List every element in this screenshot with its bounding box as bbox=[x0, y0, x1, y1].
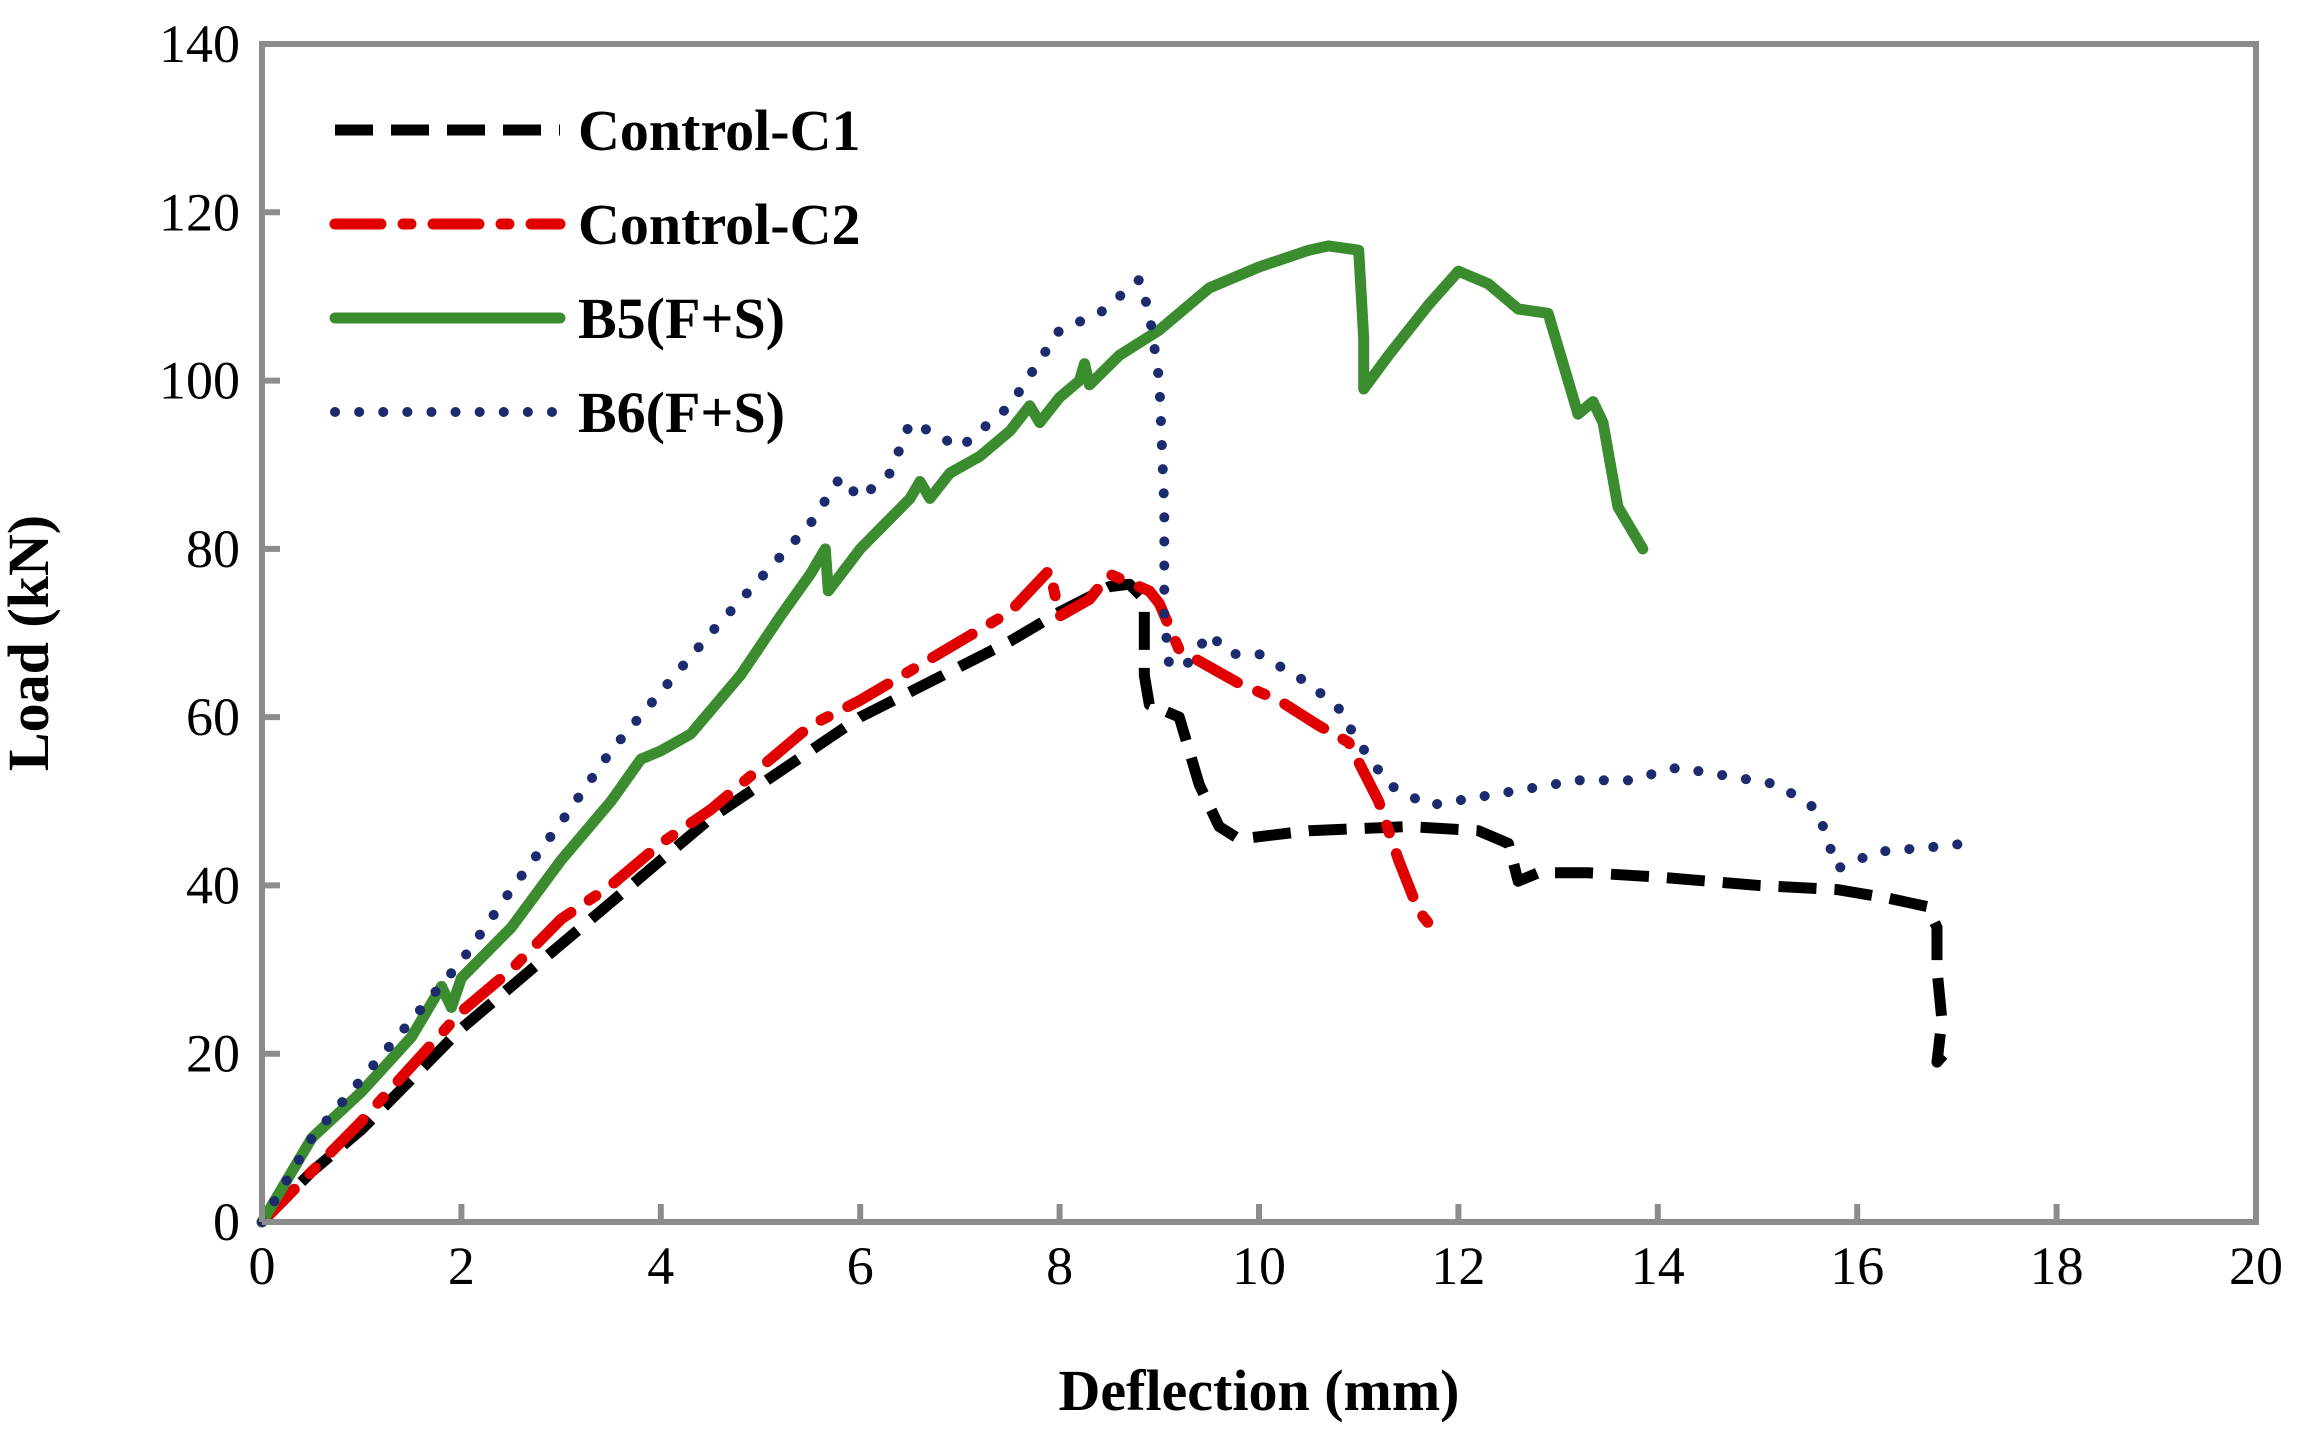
x-tick-label: 12 bbox=[1431, 1236, 1485, 1296]
legend-label: Control-C1 bbox=[578, 98, 860, 163]
y-tick-label: 20 bbox=[186, 1024, 240, 1084]
series-line-b6-f-s bbox=[257, 274, 1972, 1227]
x-tick-label: 18 bbox=[2030, 1236, 2084, 1296]
y-tick-label: 40 bbox=[186, 855, 240, 915]
x-tick-label: 10 bbox=[1232, 1236, 1286, 1296]
y-tick-label: 80 bbox=[186, 519, 240, 579]
x-tick-label: 16 bbox=[1830, 1236, 1884, 1296]
series-line-control-c2 bbox=[256, 564, 1444, 1228]
legend-label: B5(F+S) bbox=[578, 286, 785, 351]
series-lines bbox=[256, 240, 1972, 1228]
x-tick-label: 2 bbox=[448, 1236, 475, 1296]
y-tick-label: 60 bbox=[186, 687, 240, 747]
x-tick-label: 4 bbox=[647, 1236, 674, 1296]
legend: Control-C1 Control-C2 B5(F+S) B6(F+S) bbox=[329, 98, 860, 445]
y-tick-label: 0 bbox=[213, 1192, 240, 1252]
x-tick-label: 0 bbox=[249, 1236, 276, 1296]
y-tick-label: 120 bbox=[159, 182, 240, 242]
y-axis-title: Load (kN) bbox=[0, 515, 61, 771]
x-axis-title: Deflection (mm) bbox=[1059, 1358, 1460, 1423]
legend-label: B6(F+S) bbox=[578, 380, 785, 445]
series-line-b5-f-s bbox=[256, 240, 1649, 1228]
series-line-control-c1 bbox=[258, 578, 1957, 1226]
y-tick-label: 100 bbox=[159, 351, 240, 411]
y-tick-label: 140 bbox=[159, 14, 240, 74]
legend-label: Control-C2 bbox=[578, 192, 860, 257]
x-tick-label: 14 bbox=[1631, 1236, 1685, 1296]
y-axis-ticks: 0 20 40 60 80 100 120 140 bbox=[159, 14, 280, 1252]
x-tick-label: 8 bbox=[1046, 1236, 1073, 1296]
x-tick-label: 20 bbox=[2229, 1236, 2283, 1296]
x-tick-label: 6 bbox=[847, 1236, 874, 1296]
x-axis-ticks: 0 2 4 6 8 10 12 14 16 18 20 bbox=[249, 1204, 2283, 1296]
